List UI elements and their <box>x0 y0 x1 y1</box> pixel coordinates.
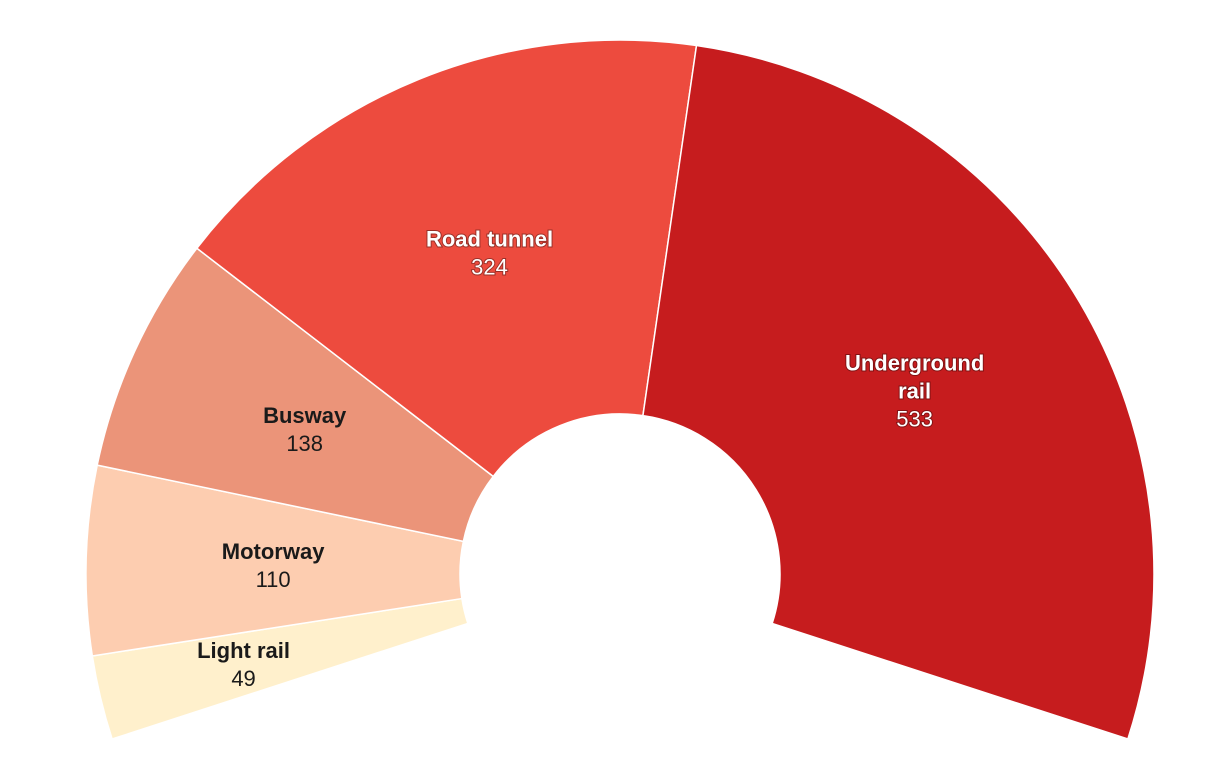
slice-road-tunnel[interactable] <box>195 39 698 478</box>
slice-busway[interactable] <box>96 247 495 543</box>
label-busway: Busway 138 <box>263 403 347 456</box>
slice-label-name: Busway <box>263 403 347 428</box>
slice-label-name: Underground <box>845 351 984 376</box>
slice-label-value: 49 <box>231 666 255 691</box>
slice-underground-rail[interactable] <box>642 44 1155 740</box>
label-light-rail: Light rail 49 <box>197 638 290 691</box>
slice-labels: Light rail 49 Motorway 110 Busway 138 Road tun… <box>197 225 985 691</box>
slice-label-name: rail <box>898 379 931 404</box>
slices <box>85 39 1155 740</box>
label-underground-rail: Underground rail 533 <box>844 350 985 433</box>
slice-label-name: Motorway <box>222 539 325 564</box>
slice-label-name: Road tunnel <box>426 226 553 251</box>
slice-label-name: Light rail <box>197 638 290 663</box>
slice-label-value: 110 <box>256 567 291 592</box>
label-road-tunnel: Road tunnel 324 <box>425 225 554 280</box>
slice-label-value: 138 <box>286 431 323 456</box>
slice-label-value: 324 <box>471 254 508 279</box>
slice-label-value: 533 <box>896 407 933 432</box>
label-motorway: Motorway 110 <box>222 539 325 592</box>
